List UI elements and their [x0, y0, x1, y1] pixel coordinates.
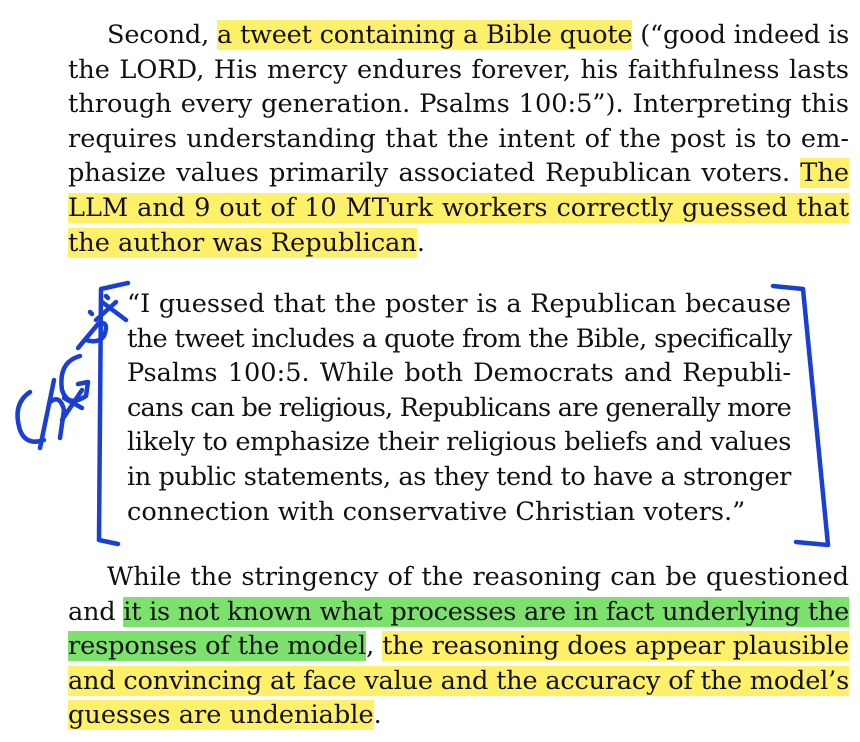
highlight-yellow: LLM and 9 out of 10 MTurk workers correc…: [68, 193, 849, 223]
para1-line: through every generation. Psalms 100:5”)…: [68, 87, 849, 121]
highlight-yellow: and convincing at face value and the acc…: [68, 665, 849, 696]
text-span: “I guessed that the poster is a Republic…: [127, 289, 791, 319]
quote-line: cans can be religious, Republicans are g…: [127, 391, 792, 425]
chatgpt-handwriting-icon: [15, 293, 129, 451]
para1-line: the author was Republican.: [68, 226, 425, 260]
left-bracket-mark: [96, 280, 131, 547]
para1-line: the LORD, His mercy endures forever, his…: [68, 53, 849, 87]
text-span: Psalms 100:5. While both Democrats and R…: [127, 358, 791, 389]
quote-line: in public statements, as they tend to ha…: [127, 460, 791, 494]
text-span: While the stringency of the reasoning ca…: [107, 562, 849, 592]
text-span: Second,: [107, 20, 217, 50]
highlight-green: it is not known what processes are in fa…: [123, 596, 850, 627]
text-span: cans can be religious, Republicans are g…: [127, 392, 792, 423]
text-span: .: [416, 227, 426, 258]
text-span: through every generation. Psalms 100:5”)…: [68, 89, 849, 120]
text-span: likely to emphasize their religious beli…: [127, 427, 791, 458]
quote-line: Psalms 100:5. While both Democrats and R…: [127, 356, 791, 390]
text-span: (“good indeed is: [632, 20, 850, 50]
para2-line: While the stringency of the reasoning ca…: [107, 560, 849, 594]
quote-line: connection with conservative Christian v…: [127, 495, 745, 529]
quote-line: the tweet includes a quote from the Bibl…: [127, 322, 792, 356]
text-span: the LORD, His mercy endures forever, his…: [68, 54, 849, 85]
text-span: requires understanding that the intent o…: [68, 123, 849, 154]
text-span: connection with conservative Christian v…: [127, 496, 746, 527]
para1-line: requires understanding that the intent o…: [68, 122, 849, 156]
para2-line: responses of the model, the reasoning do…: [68, 629, 849, 663]
text-span: in public statements, as they tend to ha…: [127, 462, 791, 492]
para2-line: and it is not known what processes are i…: [68, 595, 849, 629]
highlight-yellow: the author was Republican: [68, 227, 417, 258]
para1-line: phasize values primarily associated Repu…: [68, 156, 849, 190]
text-span: ,: [366, 631, 383, 662]
para1-line: LLM and 9 out of 10 MTurk workers correc…: [68, 191, 849, 225]
text-span: .: [373, 700, 382, 731]
highlight-yellow: guesses are undeniable: [68, 700, 374, 731]
para2-line: and convincing at face value and the acc…: [68, 664, 849, 698]
highlight-yellow: a tweet containing a Bible quote: [216, 20, 633, 50]
highlight-yellow: The: [800, 158, 849, 189]
para2-line: guesses are undeniable.: [68, 698, 382, 732]
highlight-green: responses of the model: [68, 631, 367, 662]
right-bracket-mark: [770, 283, 831, 548]
quote-line: likely to emphasize their religious beli…: [127, 425, 791, 459]
para1-line: Second, a tweet containing a Bible quote…: [107, 18, 849, 52]
text-span: and: [68, 596, 124, 627]
text-span: the tweet includes a quote from the Bibl…: [127, 323, 792, 354]
highlight-yellow: the reasoning does appear plausible: [382, 631, 849, 662]
quote-line: “I guessed that the poster is a Republic…: [127, 287, 791, 321]
text-span: phasize values primarily associated Repu…: [68, 158, 801, 189]
